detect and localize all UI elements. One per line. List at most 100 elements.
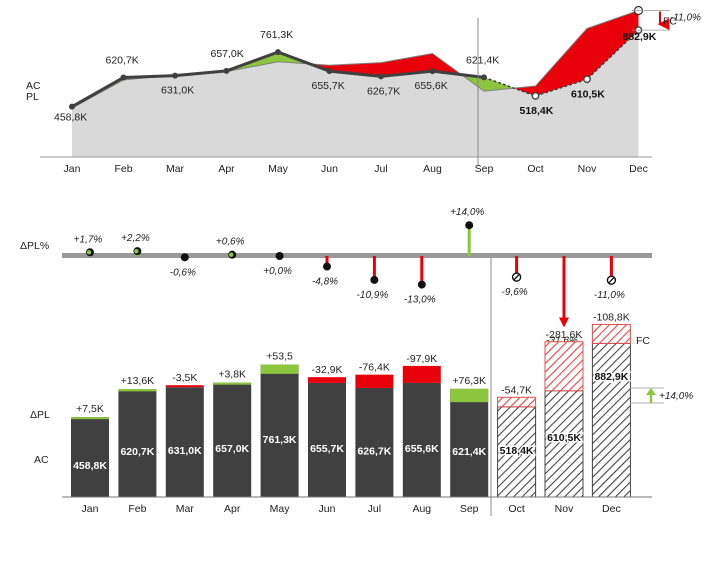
ac-bar bbox=[450, 388, 489, 497]
delta-label: -281,6K bbox=[546, 329, 583, 341]
variance-area bbox=[484, 77, 514, 92]
ac-bar bbox=[118, 388, 157, 497]
zero-axis bbox=[62, 254, 652, 258]
delta-label: -32,9K bbox=[312, 364, 343, 376]
value-label: 655,7K bbox=[312, 80, 345, 92]
bottom-bar-chart: +7,5K 458,8K Jan +13,6K 620,7K Feb -3,5K 631,0K… bbox=[62, 257, 693, 516]
row-label-pl: PL bbox=[26, 91, 39, 103]
value-label: 657,0K bbox=[211, 48, 244, 60]
ac-bar bbox=[71, 417, 109, 497]
pin-hatch bbox=[513, 273, 521, 281]
delta-bar bbox=[308, 377, 346, 383]
delta-bar bbox=[71, 417, 109, 420]
delta-bar bbox=[118, 388, 157, 392]
value-label: 631,0K bbox=[161, 85, 194, 97]
value-label: 620,7K bbox=[106, 54, 139, 66]
percent-label: -10,9% bbox=[357, 290, 389, 301]
variance-area bbox=[381, 53, 433, 77]
ac-label: 621,4K bbox=[452, 446, 486, 458]
month-label: May bbox=[268, 163, 289, 175]
delta-bar bbox=[544, 341, 584, 392]
delta-bar bbox=[165, 385, 204, 388]
ac-label: 518,4K bbox=[500, 445, 534, 457]
ac-bar bbox=[591, 342, 631, 498]
percent-label: -31,6% bbox=[546, 336, 578, 347]
fc-tag: FC bbox=[636, 335, 650, 347]
pin-head bbox=[370, 275, 379, 284]
percent-label: +0,6% bbox=[216, 237, 245, 248]
month-label: Jun bbox=[319, 503, 336, 515]
ac-label: 655,6K bbox=[405, 443, 439, 455]
data-point bbox=[531, 92, 540, 100]
value-label: 458,8K bbox=[54, 112, 87, 124]
month-label: Sep bbox=[460, 503, 479, 515]
month-label: Jun bbox=[321, 163, 338, 175]
month-label: Feb bbox=[114, 163, 132, 175]
delta-bar bbox=[497, 396, 537, 408]
data-point bbox=[429, 68, 436, 75]
pin-accent bbox=[229, 252, 234, 257]
delta-label: -108,8K bbox=[593, 311, 630, 323]
ac-label: 655,7K bbox=[310, 443, 344, 455]
row-label-ac: AC bbox=[26, 80, 41, 92]
value-label: 655,6K bbox=[415, 80, 448, 92]
data-point bbox=[223, 67, 230, 74]
pin-head bbox=[465, 221, 474, 230]
ac-label: 610,5K bbox=[547, 432, 581, 444]
month-label: Jul bbox=[368, 503, 381, 515]
forecast-line bbox=[483, 29, 640, 97]
percent-label: -13,0% bbox=[404, 295, 436, 306]
value-label: 626,7K bbox=[367, 85, 400, 97]
value-label: 610,5K bbox=[571, 88, 605, 100]
pin-accent bbox=[86, 250, 92, 255]
data-point bbox=[69, 103, 75, 110]
ac-label: 458,8K bbox=[73, 460, 107, 472]
percent-label: -9,6% bbox=[502, 287, 528, 298]
delta-label: +76,3K bbox=[452, 375, 486, 387]
month-label: Apr bbox=[224, 503, 241, 515]
total-variance-label: -11,0% bbox=[670, 12, 701, 23]
delta-bar bbox=[213, 382, 252, 385]
variance-area bbox=[329, 62, 381, 77]
variance-area bbox=[513, 86, 536, 96]
month-label: Oct bbox=[508, 503, 524, 515]
ac-bar bbox=[544, 390, 584, 498]
data-point bbox=[172, 72, 178, 79]
row-label-dpl-pct: ΔPL% bbox=[20, 240, 49, 252]
ac-bar bbox=[165, 387, 204, 497]
variance-area bbox=[535, 28, 587, 96]
percent-label: +2,2% bbox=[121, 233, 150, 244]
mid-percent-chart: +1,7% +2,2% -0,6% +0,6% +0,0% -4,8% -10,9% -13,… bbox=[62, 207, 652, 347]
month-label: Aug bbox=[412, 503, 431, 515]
ac-bar bbox=[402, 382, 441, 497]
pin-head bbox=[417, 280, 426, 289]
fc-tag: FC bbox=[663, 15, 677, 27]
row-label-dpl: ΔPL bbox=[30, 409, 50, 421]
percent-label: -11,0% bbox=[594, 290, 625, 301]
delta-bar bbox=[355, 374, 394, 388]
delta-label: +7,5K bbox=[76, 403, 104, 415]
delta-bar bbox=[260, 364, 299, 374]
ac-label: 631,0K bbox=[168, 445, 202, 457]
month-label: Sep bbox=[475, 163, 494, 175]
data-point bbox=[481, 74, 487, 81]
month-label: Mar bbox=[176, 503, 195, 515]
percent-label: +1,7% bbox=[74, 234, 103, 245]
ac-label: 882,9K bbox=[594, 371, 628, 383]
ac-bar bbox=[213, 382, 252, 497]
ac-bar bbox=[308, 382, 346, 497]
month-label: Jan bbox=[64, 163, 81, 175]
delta-label: -54,7K bbox=[501, 384, 532, 396]
ac-area bbox=[72, 30, 639, 157]
value-label: 518,4K bbox=[520, 105, 554, 117]
row-label-ac-bars: AC bbox=[34, 454, 49, 466]
delta-label: -76,4K bbox=[359, 362, 390, 374]
month-label: Aug bbox=[423, 163, 442, 175]
month-label: Feb bbox=[128, 503, 146, 515]
delta-label: -97,9K bbox=[406, 353, 437, 365]
data-point bbox=[275, 49, 281, 56]
percent-label: -0,6% bbox=[170, 267, 196, 278]
pin-hatch bbox=[607, 276, 615, 284]
delta-label: -3,5K bbox=[172, 372, 197, 384]
ac-label: 620,7K bbox=[120, 446, 154, 458]
